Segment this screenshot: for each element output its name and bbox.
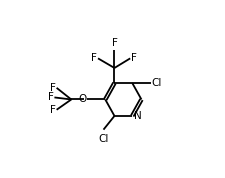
Text: Cl: Cl	[98, 134, 108, 144]
Text: Cl: Cl	[151, 78, 161, 88]
Text: F: F	[50, 83, 56, 93]
Text: F: F	[91, 53, 97, 63]
Text: F: F	[130, 53, 136, 63]
Text: O: O	[78, 95, 86, 104]
Text: F: F	[111, 38, 117, 48]
Text: F: F	[48, 92, 54, 102]
Text: F: F	[50, 105, 56, 115]
Text: N: N	[133, 111, 141, 121]
